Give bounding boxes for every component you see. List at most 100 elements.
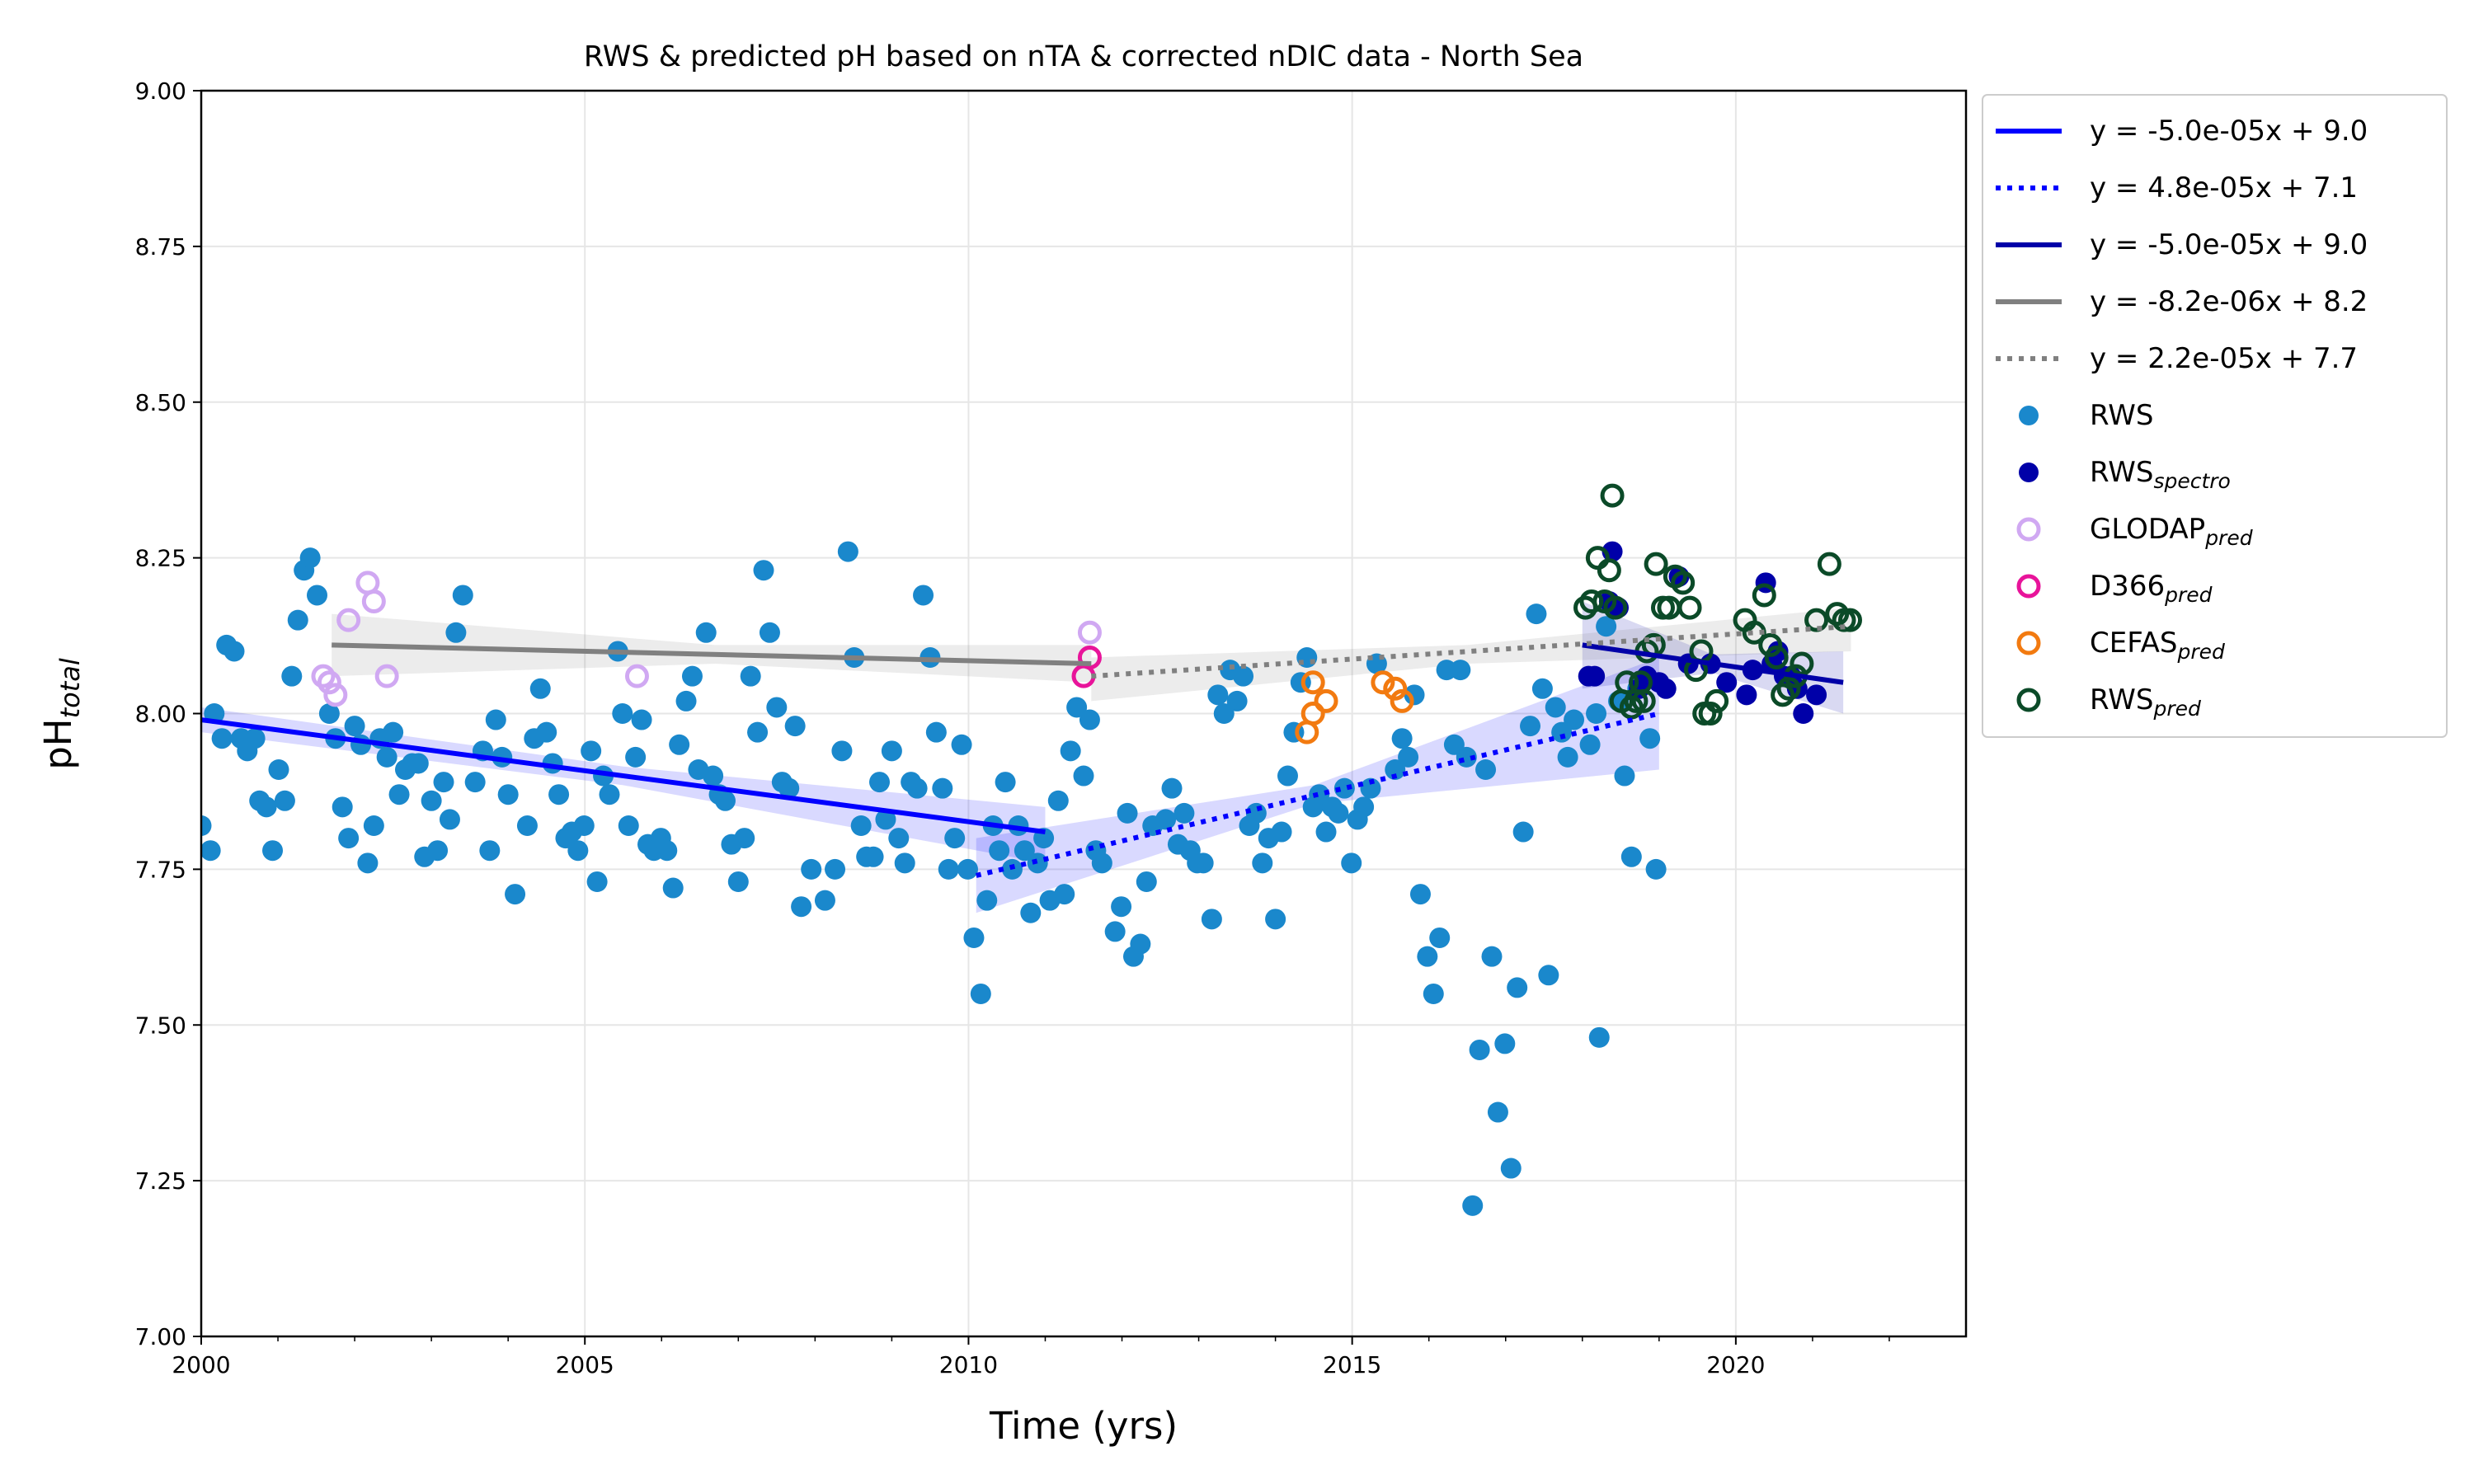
- data-point: [407, 753, 429, 774]
- data-point: [951, 734, 972, 755]
- data-point: [201, 815, 212, 836]
- x-tick-label: 2005: [556, 1351, 614, 1378]
- legend-label-main: RWS: [2090, 456, 2153, 489]
- data-point: [287, 609, 308, 631]
- data-point: [211, 728, 233, 749]
- data-point: [778, 777, 800, 799]
- legend-label: y = 2.2e-05x + 7.7: [2090, 342, 2358, 375]
- data-point: [1174, 802, 1195, 824]
- data-point: [1073, 765, 1094, 787]
- data-point: [256, 796, 277, 818]
- data-point: [662, 877, 684, 899]
- data-point: [1557, 746, 1578, 768]
- legend-label: y = 4.8e-05x + 7.1: [2090, 171, 2358, 204]
- data-point: [1655, 678, 1677, 699]
- y-tick-label: 9.00: [135, 77, 186, 105]
- data-point: [932, 777, 953, 799]
- data-point: [1758, 632, 1783, 657]
- data-point: [299, 547, 321, 569]
- data-point: [1136, 871, 1157, 892]
- legend-label: GLODAPpred: [2090, 513, 2253, 550]
- legend-label: RWSspectro: [2090, 456, 2231, 493]
- data-point: [1079, 709, 1100, 730]
- data-point: [1639, 728, 1661, 749]
- data-point: [863, 846, 884, 867]
- data-point: [759, 622, 780, 643]
- legend-label-main: y = -5.0e-05x + 9.0: [2090, 228, 2368, 261]
- data-point: [1417, 946, 1438, 967]
- fit-line: [1582, 642, 1844, 685]
- data-point: [1385, 758, 1406, 780]
- data-point: [1328, 802, 1349, 824]
- data-point: [695, 622, 717, 643]
- x-axis-label: Time (yrs): [989, 1404, 1178, 1448]
- data-point: [970, 983, 991, 1004]
- data-point: [1390, 688, 1414, 713]
- fit-line: [332, 642, 1092, 667]
- data-point: [599, 784, 620, 805]
- data-point: [1764, 646, 1789, 670]
- data-point: [963, 927, 985, 948]
- data-point: [1014, 840, 1035, 862]
- data-point: [1614, 765, 1635, 787]
- data-point: [357, 852, 379, 874]
- data-point: [875, 809, 896, 830]
- legend-swatch: [2016, 688, 2041, 712]
- legend-label-sub: pred: [2164, 583, 2213, 607]
- data-point: [1752, 583, 1776, 608]
- y-axis-label: pHtotal: [36, 658, 86, 770]
- legend-label: RWS: [2090, 399, 2153, 432]
- data-point: [1047, 790, 1069, 811]
- y-tick-label: 7.25: [135, 1167, 186, 1195]
- data-point: [1391, 728, 1413, 749]
- data-point: [1579, 734, 1601, 755]
- legend-label: y = -5.0e-05x + 9.0: [2090, 115, 2368, 148]
- data-point: [1705, 688, 1729, 713]
- x-tick-label: 2020: [1706, 1351, 1765, 1378]
- data-point: [1469, 1039, 1490, 1060]
- data-point: [624, 664, 649, 688]
- data-point: [536, 721, 557, 743]
- data-point: [318, 703, 340, 724]
- data-point: [1404, 684, 1425, 706]
- data-point: [1838, 608, 1863, 632]
- fit-line: [201, 717, 1046, 835]
- data-point: [925, 721, 947, 743]
- data-point: [1615, 670, 1639, 695]
- data-point: [995, 772, 1016, 793]
- legend-label-sub: spectro: [2153, 469, 2230, 493]
- confidence-band: [1091, 608, 1851, 702]
- x-tick-label: 2000: [172, 1351, 230, 1378]
- data-point: [938, 858, 959, 880]
- data-point: [913, 585, 934, 606]
- data-point: [1104, 921, 1126, 942]
- data-point: [1398, 746, 1419, 768]
- data-point: [1207, 684, 1229, 706]
- data-point: [1806, 684, 1827, 706]
- data-point: [1677, 595, 1702, 620]
- data-point: [1423, 983, 1444, 1004]
- data-point: [427, 840, 449, 862]
- legend-swatch: [2019, 406, 2039, 425]
- data-point: [1226, 690, 1248, 711]
- data-point: [374, 664, 399, 688]
- data-point: [1588, 1026, 1610, 1048]
- data-point: [1671, 571, 1696, 595]
- data-point: [801, 858, 822, 880]
- data-point: [1091, 852, 1112, 874]
- data-point: [1600, 483, 1625, 508]
- data-point: [445, 622, 467, 643]
- y-tick-label: 8.75: [135, 233, 186, 261]
- data-point: [888, 828, 910, 849]
- data-point: [338, 828, 360, 849]
- data-point: [1481, 946, 1503, 967]
- legend-label: y = -8.2e-06x + 8.2: [2090, 285, 2368, 318]
- data-point: [361, 589, 386, 614]
- data-point: [1526, 603, 1547, 625]
- data-point: [1825, 602, 1850, 627]
- data-point: [784, 716, 806, 737]
- data-point: [383, 721, 404, 743]
- data-point: [957, 858, 979, 880]
- data-point: [1271, 821, 1292, 843]
